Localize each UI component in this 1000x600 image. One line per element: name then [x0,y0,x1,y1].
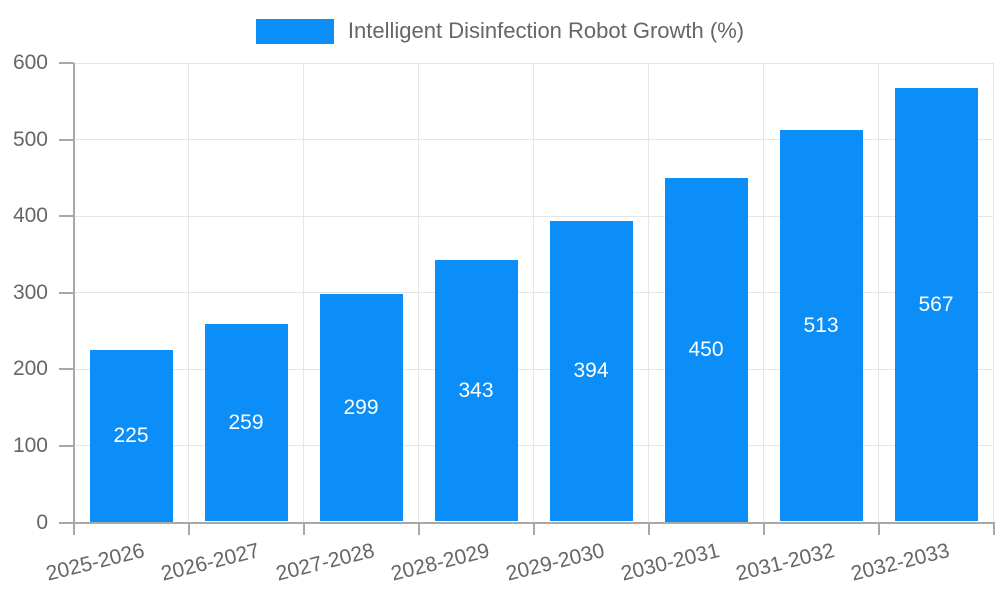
bar-value-label: 259 [228,410,264,434]
x-tick [877,523,880,535]
y-tick [58,368,74,371]
bar[interactable]: 394 [549,220,633,522]
y-axis-line [72,63,75,524]
x-tick-label: 2028-2029 [388,539,492,586]
y-tick-label: 100 [12,433,48,457]
legend-swatch [255,18,334,44]
x-axis-line [72,521,995,524]
x-grid-line [303,63,304,523]
x-tick-label: 2025-2026 [43,539,147,586]
x-tick-label: 2027-2028 [273,539,377,586]
x-tick-label: 2026-2027 [158,539,262,586]
legend[interactable]: Intelligent Disinfection Robot Growth (%… [0,16,1000,46]
x-tick-label: 2031-2032 [733,539,837,586]
bar[interactable]: 299 [319,293,403,522]
bar-value-label: 225 [113,423,149,447]
y-tick [58,521,74,524]
bar[interactable]: 225 [89,350,173,522]
bar-value-label: 299 [343,395,379,419]
y-tick-label: 600 [12,51,48,74]
x-tick-label: 2030-2031 [618,539,722,586]
legend-label: Intelligent Disinfection Robot Growth (%… [347,18,745,43]
bar[interactable]: 343 [434,259,518,522]
x-tick [187,523,190,535]
x-tick [647,523,650,535]
y-tick [58,138,74,141]
x-tick [762,523,765,535]
y-tick-label: 0 [36,510,48,534]
x-grid-line [533,63,534,523]
x-tick-label: 2029-2030 [503,539,607,586]
x-tick [532,523,535,535]
x-grid-line [878,63,879,523]
x-grid-line [648,63,649,523]
bar[interactable]: 450 [664,177,748,522]
y-tick [58,291,74,294]
bar-value-label: 394 [573,359,609,383]
y-tick-label: 300 [12,280,48,304]
y-tick [58,444,74,447]
x-grid-line [763,63,764,523]
y-tick-label: 200 [12,357,48,381]
x-grid-line [993,63,994,523]
bar[interactable]: 513 [779,129,863,522]
bar-value-label: 567 [918,292,954,316]
x-grid-line [188,63,189,523]
y-tick [58,215,74,218]
y-tick-label: 500 [12,127,48,151]
x-tick-label: 2032-2033 [848,539,952,586]
bar-value-label: 343 [458,378,494,402]
bar[interactable]: 567 [894,88,978,522]
bar-value-label: 450 [688,337,724,361]
x-grid-line [418,63,419,523]
x-tick [992,523,995,535]
x-tick [302,523,305,535]
bar-value-label: 513 [803,313,839,337]
x-tick [72,523,75,535]
y-tick-label: 400 [12,204,48,228]
bar[interactable]: 259 [204,324,288,522]
y-tick [58,62,74,64]
x-tick [417,523,420,535]
